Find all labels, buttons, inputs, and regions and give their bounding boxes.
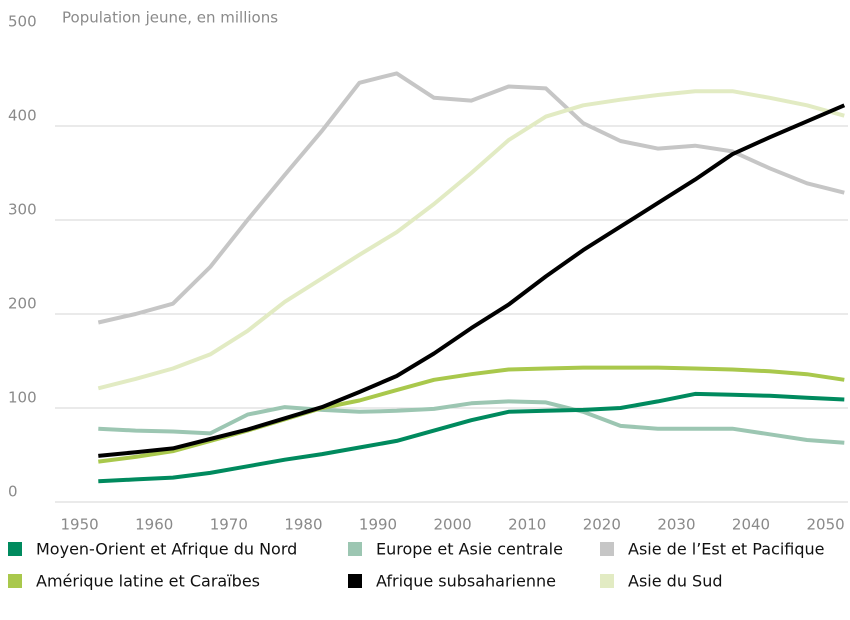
legend-swatch bbox=[348, 574, 362, 588]
y-tick-label: 400 bbox=[8, 107, 37, 125]
x-tick-label: 2010 bbox=[508, 516, 546, 534]
x-tick-label: 1950 bbox=[61, 516, 99, 534]
legend-swatch bbox=[8, 542, 22, 556]
x-tick-label: 2000 bbox=[434, 516, 472, 534]
line-series bbox=[97, 71, 845, 325]
legend-swatch bbox=[8, 574, 22, 588]
legend-item: Afrique subsaharienne bbox=[348, 572, 556, 591]
line-series bbox=[98, 365, 845, 464]
legend-item: Europe et Asie centrale bbox=[348, 540, 563, 559]
x-tick-label: 2020 bbox=[583, 516, 621, 534]
legend-swatch bbox=[600, 542, 614, 556]
x-tick-label: 1980 bbox=[284, 516, 322, 534]
line-series bbox=[98, 399, 845, 445]
x-tick-label: 2040 bbox=[732, 516, 770, 534]
legend-label: Asie de l’Est et Pacifique bbox=[628, 540, 824, 559]
line-series bbox=[97, 89, 845, 391]
legend-label: Asie du Sud bbox=[628, 572, 723, 591]
legend-label: Afrique subsaharienne bbox=[376, 572, 556, 591]
legend-label: Moyen-Orient et Afrique du Nord bbox=[36, 540, 297, 559]
legend-item: Amérique latine et Caraïbes bbox=[8, 572, 260, 591]
legend-label: Europe et Asie centrale bbox=[376, 540, 563, 559]
x-tick-label: 1970 bbox=[210, 516, 248, 534]
chart-title: Population jeune, en millions bbox=[62, 9, 278, 27]
line-series bbox=[98, 391, 845, 484]
y-tick-label: 300 bbox=[8, 201, 37, 219]
line-series bbox=[98, 103, 846, 458]
x-tick-label: 2030 bbox=[657, 516, 695, 534]
y-tick-label: 200 bbox=[8, 295, 37, 313]
x-tick-label: 1990 bbox=[359, 516, 397, 534]
x-tick-label: 1960 bbox=[135, 516, 173, 534]
legend-label: Amérique latine et Caraïbes bbox=[36, 572, 260, 591]
legend-item: Moyen-Orient et Afrique du Nord bbox=[8, 540, 297, 559]
legend-swatch bbox=[348, 542, 362, 556]
legend-item: Asie du Sud bbox=[600, 572, 723, 591]
y-tick-label: 100 bbox=[8, 389, 37, 407]
y-tick-label: 0 bbox=[8, 483, 18, 501]
legend-swatch bbox=[600, 574, 614, 588]
y-tick-label: 500 bbox=[8, 13, 37, 31]
x-tick-label: 2050 bbox=[807, 516, 845, 534]
legend-item: Asie de l’Est et Pacifique bbox=[600, 540, 824, 559]
